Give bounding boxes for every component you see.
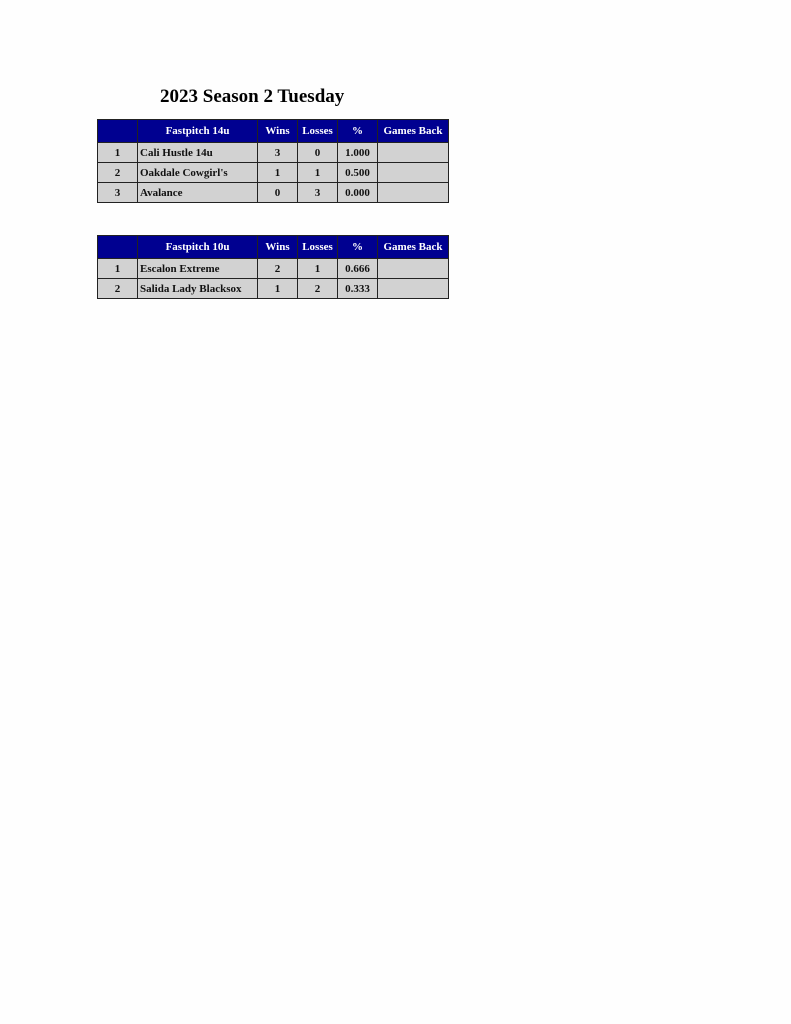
rank-cell: 1 — [97, 258, 138, 279]
games-back-cell — [377, 258, 449, 279]
wins-cell: 1 — [257, 278, 298, 299]
team-cell: Escalon Extreme — [137, 258, 258, 279]
table-row: 2 Salida Lady Blacksox 1 2 0.333 — [97, 278, 449, 299]
division-header: Fastpitch 10u — [137, 235, 258, 259]
rank-header — [97, 235, 138, 259]
losses-cell: 1 — [297, 258, 338, 279]
rank-cell: 1 — [97, 142, 138, 163]
games-back-cell — [377, 182, 449, 203]
pct-cell: 0.666 — [337, 258, 378, 279]
table-row: 1 Cali Hustle 14u 3 0 1.000 — [97, 142, 449, 163]
table-row: 2 Oakdale Cowgirl's 1 1 0.500 — [97, 162, 449, 183]
division-header: Fastpitch 14u — [137, 119, 258, 143]
games-back-cell — [377, 162, 449, 183]
losses-cell: 1 — [297, 162, 338, 183]
pct-cell: 1.000 — [337, 142, 378, 163]
header-row: Fastpitch 10u Wins Losses% Games Back — [97, 235, 449, 259]
games-back-cell — [377, 142, 449, 163]
pct-cell: 0.000 — [337, 182, 378, 203]
games-back-header: Games Back — [377, 119, 449, 143]
games-back-header: Games Back — [377, 235, 449, 259]
team-cell: Oakdale Cowgirl's — [137, 162, 258, 183]
pct-cell: 0.500 — [337, 162, 378, 183]
losses-header: Losses — [297, 235, 338, 259]
team-cell: Cali Hustle 14u — [137, 142, 258, 163]
team-cell: Salida Lady Blacksox — [137, 278, 258, 299]
page-title: 2023 Season 2 Tuesday — [160, 86, 345, 107]
standings-table-10u: Fastpitch 10u Wins Losses% Games Back 1 Escal… — [97, 235, 449, 299]
losses-cell: 0 — [297, 142, 338, 163]
rank-cell: 2 — [97, 162, 138, 183]
rank-header — [97, 119, 138, 143]
table-row: 1 Escalon Extreme 2 1 0.666 — [97, 258, 449, 279]
wins-header: Wins — [257, 119, 298, 143]
pct-header: % — [337, 235, 378, 259]
rank-cell: 3 — [97, 182, 138, 203]
losses-cell: 2 — [297, 278, 338, 299]
games-back-cell — [377, 278, 449, 299]
rank-cell: 2 — [97, 278, 138, 299]
standings-table-14u: Fastpitch 14u Wins Losses% Games Back 1 Cali … — [97, 119, 449, 203]
pct-cell: 0.333 — [337, 278, 378, 299]
wins-cell: 1 — [257, 162, 298, 183]
team-cell: Avalance — [137, 182, 258, 203]
losses-header: Losses — [297, 119, 338, 143]
pct-header: % — [337, 119, 378, 143]
table-row: 3 Avalance 0 3 0.000 — [97, 182, 449, 203]
header-row: Fastpitch 14u Wins Losses% Games Back — [97, 119, 449, 143]
losses-cell: 3 — [297, 182, 338, 203]
wins-cell: 0 — [257, 182, 298, 203]
wins-cell: 3 — [257, 142, 298, 163]
wins-header: Wins — [257, 235, 298, 259]
wins-cell: 2 — [257, 258, 298, 279]
